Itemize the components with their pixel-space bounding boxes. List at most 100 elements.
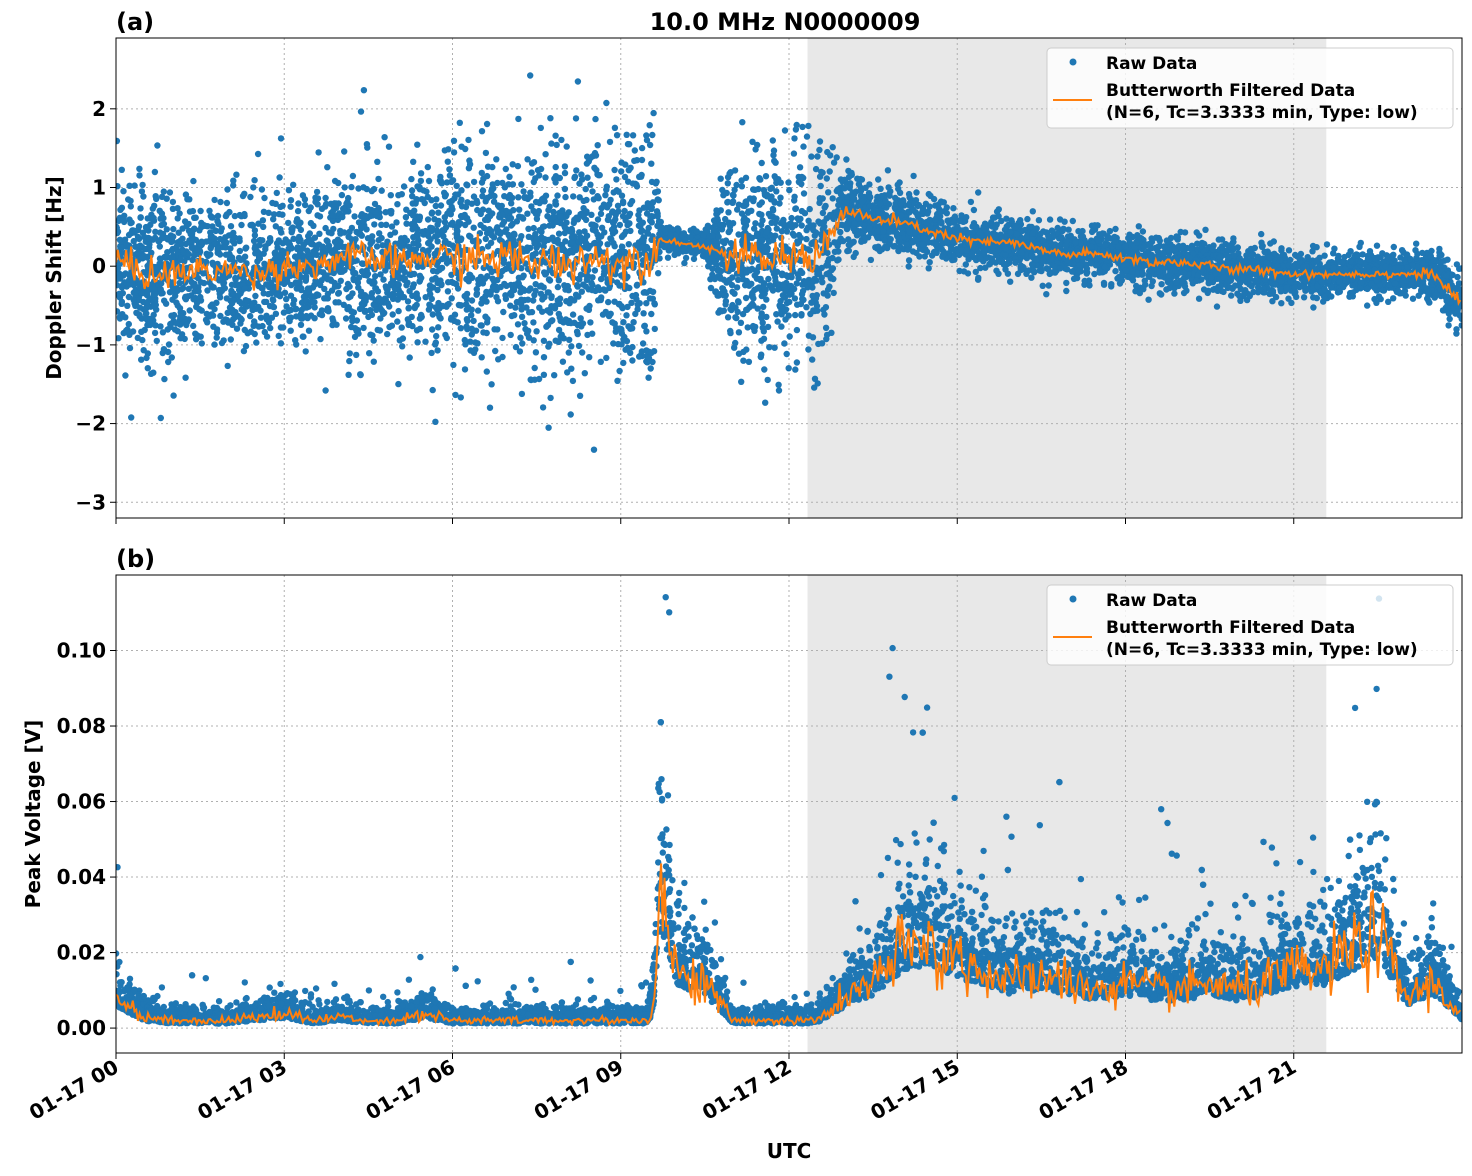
raw-point (484, 330, 490, 336)
raw-point (547, 115, 553, 121)
raw-point (823, 215, 829, 221)
raw-point (587, 319, 593, 325)
raw-point (639, 145, 645, 151)
raw-point (658, 219, 664, 225)
raw-point (508, 332, 514, 338)
raw-point (240, 193, 246, 199)
raw-point (388, 192, 394, 198)
raw-point (877, 186, 883, 192)
raw-point (595, 142, 601, 148)
raw-point (519, 391, 525, 397)
raw-point (183, 322, 189, 328)
raw-point (823, 304, 829, 310)
raw-point (975, 189, 981, 195)
raw-point (715, 268, 721, 274)
raw-point (542, 174, 548, 180)
raw-point (568, 411, 574, 417)
raw-point (562, 194, 568, 200)
raw-point (532, 365, 538, 371)
raw-point (612, 125, 618, 131)
raw-point (114, 308, 120, 314)
raw-point (742, 282, 748, 288)
raw-point (243, 343, 249, 349)
raw-point (648, 161, 654, 167)
raw-point (150, 370, 156, 376)
raw-point (1028, 275, 1034, 281)
raw-point (536, 305, 542, 311)
raw-point (825, 189, 831, 195)
raw-point (1063, 280, 1069, 286)
raw-point (634, 282, 640, 288)
raw-point (1231, 253, 1237, 259)
raw-point (161, 376, 167, 382)
raw-point (314, 201, 320, 207)
raw-point (579, 289, 585, 295)
raw-point (1278, 300, 1284, 306)
raw-point (145, 365, 151, 371)
raw-point (721, 277, 727, 283)
raw-point (627, 201, 633, 207)
raw-point (527, 72, 533, 78)
raw-point (153, 196, 159, 202)
raw-point (252, 293, 258, 299)
raw-point (773, 311, 779, 317)
raw-point (595, 216, 601, 222)
raw-point (546, 276, 552, 282)
raw-point (630, 132, 636, 138)
raw-point (410, 159, 416, 165)
raw-point (1007, 279, 1013, 285)
raw-point (648, 311, 654, 317)
raw-point (739, 183, 745, 189)
raw-point (636, 223, 642, 229)
raw-point (136, 297, 142, 303)
raw-point (1458, 265, 1464, 271)
raw-point (343, 315, 349, 321)
raw-point (1376, 293, 1382, 299)
raw-point (228, 223, 234, 229)
raw-point (190, 296, 196, 302)
raw-point (556, 231, 562, 237)
raw-point (552, 305, 558, 311)
raw-point (752, 187, 758, 193)
raw-point (740, 358, 746, 364)
raw-point (383, 222, 389, 228)
raw-point (176, 230, 182, 236)
raw-point (447, 172, 453, 178)
raw-point (495, 298, 501, 304)
raw-point (445, 288, 451, 294)
raw-point (444, 335, 450, 341)
raw-point (601, 286, 607, 292)
raw-point (276, 237, 282, 243)
raw-point (655, 270, 661, 276)
raw-point (982, 265, 988, 271)
raw-point (749, 290, 755, 296)
raw-point (479, 128, 485, 134)
raw-point (760, 304, 766, 310)
raw-point (938, 208, 944, 214)
raw-point (868, 257, 874, 263)
raw-point (286, 187, 292, 193)
raw-point (804, 133, 810, 139)
raw-point (1285, 296, 1291, 302)
raw-point (1140, 228, 1146, 234)
raw-point (500, 309, 506, 315)
raw-point (971, 207, 977, 213)
raw-point (1390, 252, 1396, 258)
raw-point (430, 268, 436, 274)
raw-point (247, 194, 253, 200)
raw-point (376, 237, 382, 243)
raw-point (276, 333, 282, 339)
raw-point (906, 263, 912, 269)
raw-point (552, 201, 558, 207)
raw-point (607, 139, 613, 145)
raw-point (603, 355, 609, 361)
raw-point (564, 143, 570, 149)
raw-point (613, 253, 619, 259)
raw-point (247, 313, 253, 319)
raw-point (738, 177, 744, 183)
raw-point (374, 243, 380, 249)
raw-point (619, 244, 625, 250)
raw-point (438, 180, 444, 186)
raw-point (352, 334, 358, 340)
raw-point (396, 282, 402, 288)
